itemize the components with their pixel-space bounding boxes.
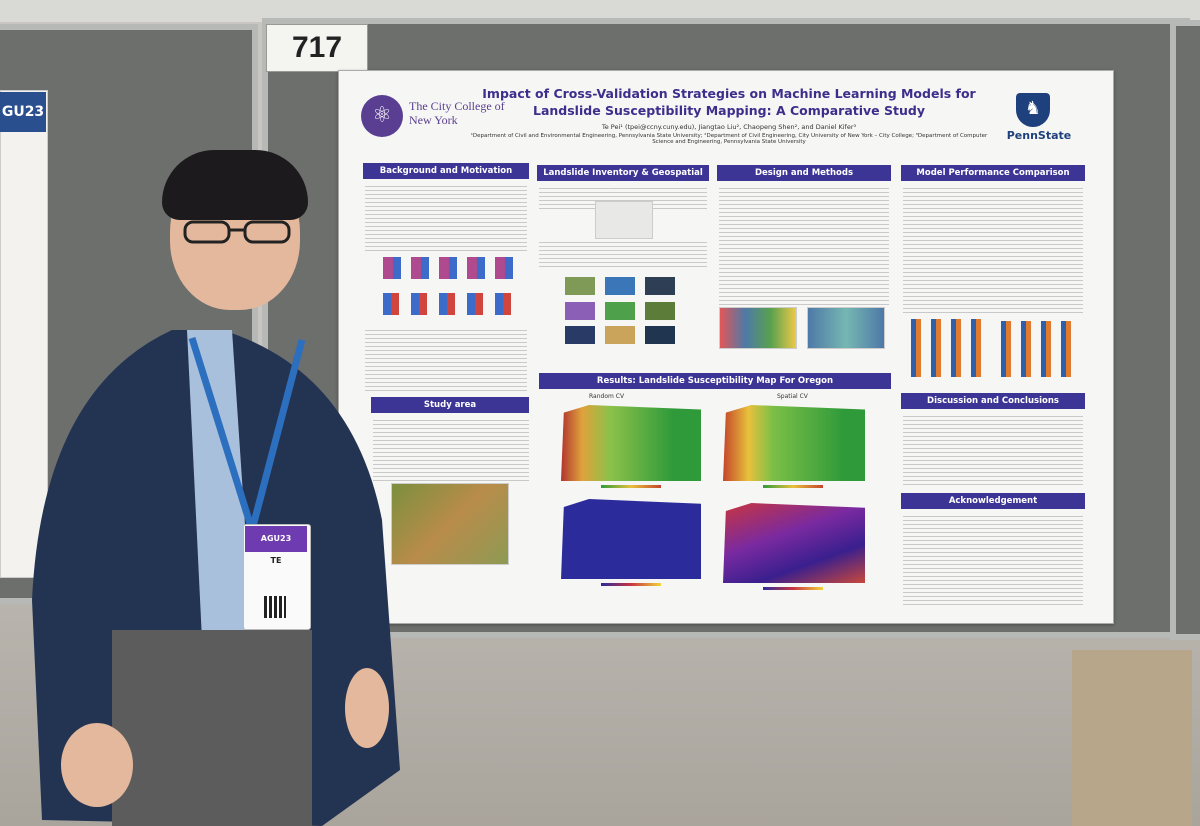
design-methods-text: [719, 185, 889, 305]
cv-diagram-row-2: [379, 293, 519, 315]
spatial-cv-label: Spatial CV: [777, 393, 808, 400]
spatial-cv-uncertainty-map: [723, 503, 865, 583]
factor-thumbnail: [605, 301, 635, 320]
conditioning-factors-text: [539, 239, 707, 269]
acknowledgement-and-references-text: [903, 513, 1083, 605]
presenter-body: [32, 330, 400, 826]
random-cv-susceptibility-map: [561, 405, 701, 481]
pennstate-shield-icon: ♞: [1016, 93, 1050, 127]
cv-diagram-row-1: [379, 257, 519, 279]
ccny-seal-icon: ⚛: [361, 95, 403, 137]
poster-title: Impact of Cross-Validation Strategies on…: [482, 86, 976, 118]
random-cv-label: Random CV: [589, 393, 625, 400]
poster-authors: Te Pei¹ (tpei@ccny.cuny.edu), Jiangtao L…: [601, 123, 857, 131]
factor-thumbnail: [565, 326, 595, 345]
section-study-area-header: Study area: [371, 397, 529, 413]
right-poster-board: [1170, 20, 1200, 640]
factor-thumbnail: [645, 326, 675, 345]
presenter-hair: [162, 150, 308, 220]
oregon-terrain-map: [391, 483, 509, 565]
background-text-block: [365, 183, 527, 253]
performance-bar-chart-2: [995, 321, 1077, 377]
study-area-text: [373, 417, 529, 481]
conditioning-factor-grid: [565, 277, 685, 347]
cv-split-map-random: [719, 307, 797, 349]
section-background-header: Background and Motivation: [363, 163, 529, 179]
neighbor-poster-header: GU23: [0, 92, 46, 132]
glasses-icon: [183, 220, 291, 244]
colorbar: [763, 587, 823, 590]
colorbar: [601, 583, 661, 586]
factor-thumbnail: [565, 277, 595, 295]
factor-thumbnail: [565, 301, 595, 320]
dress-shirt: [187, 330, 252, 640]
colorbar: [763, 485, 823, 488]
ccny-logo-text: The City College of New York: [409, 99, 505, 127]
other-person-legs: [1072, 650, 1192, 826]
random-cv-uncertainty-map: [561, 499, 701, 579]
badge-name: TE: [270, 556, 282, 565]
pennstate-logo-text: PennState: [1006, 129, 1072, 142]
section-acknowledgement-header: Acknowledgement: [901, 493, 1085, 509]
neighbor-poster: [0, 90, 48, 578]
discussion-text: [903, 413, 1083, 487]
factor-thumbnail: [645, 301, 675, 320]
poster-affiliations: ¹Department of Civil and Environmental E…: [470, 133, 988, 145]
performance-text: [903, 185, 1083, 315]
factor-thumbnail: [605, 277, 635, 295]
research-poster: ⚛ The City College of New York Impact of…: [338, 70, 1114, 624]
inventory-map: [595, 201, 653, 239]
trousers: [112, 630, 312, 826]
right-hand: [345, 668, 389, 748]
section-discussion-header: Discussion and Conclusions: [901, 393, 1085, 409]
badge-event-label: AGU23: [245, 526, 307, 552]
performance-bar-chart-1: [905, 319, 987, 377]
factor-thumbnail: [605, 326, 635, 345]
cv-description-text: [365, 327, 527, 391]
section-design-header: Design and Methods: [717, 165, 891, 181]
left-hand: [61, 723, 133, 807]
qr-code-icon: [264, 596, 286, 618]
colorbar: [601, 485, 661, 488]
factor-thumbnail: [645, 277, 675, 295]
cv-split-map-spatial: [807, 307, 885, 349]
section-inventory-header: Landslide Inventory & Geospatial Data: [537, 165, 709, 194]
section-performance-header: Model Performance Comparison: [901, 165, 1085, 181]
spatial-cv-susceptibility-map: [723, 405, 865, 481]
section-results-header: Results: Landslide Susceptibility Map Fo…: [539, 373, 891, 389]
ceiling: [0, 0, 1200, 22]
booth-number-sign: 717: [266, 24, 368, 72]
